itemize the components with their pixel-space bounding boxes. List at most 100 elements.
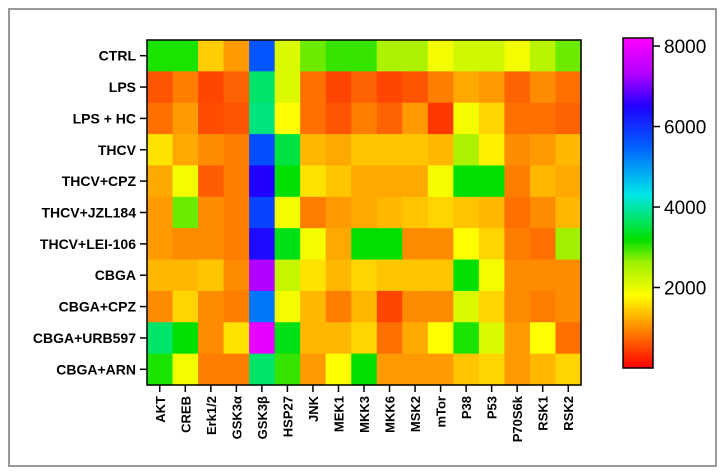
heatmap-cell <box>172 71 199 104</box>
heatmap-cell <box>351 290 378 323</box>
heatmap-cell <box>453 196 480 229</box>
heatmap-cell <box>478 322 506 355</box>
x-axis: AKT CREB Erk1/2 GSK3α GSK3β HSP27 JNK MEK1 MKK3 M… <box>153 385 576 442</box>
x-tick-label: JNK <box>306 395 321 422</box>
heatmap-cell <box>147 134 174 167</box>
heatmap-cell <box>504 228 531 261</box>
heatmap-cell <box>453 134 480 167</box>
heatmap-cell <box>351 102 378 135</box>
heatmap-cell <box>249 40 276 72</box>
heatmap-cell <box>478 228 506 261</box>
heatmap-cell <box>478 259 506 292</box>
y-tick-label: LPS <box>109 79 136 95</box>
heatmap-cell <box>325 102 352 135</box>
heatmap-cell <box>325 71 352 104</box>
heatmap-cell <box>147 290 174 323</box>
heatmap-cell <box>198 259 225 292</box>
y-tick-label: THCV+JZL184 <box>41 205 136 221</box>
colorbar-tick-label: 4000 <box>664 198 706 219</box>
x-tick-label: GSK3β <box>255 396 270 439</box>
heatmap-cell <box>453 165 480 198</box>
heatmap-cell <box>351 228 378 261</box>
heatmap-cell <box>172 353 199 386</box>
heatmap-cell <box>402 196 429 229</box>
y-tick-label: CBGA <box>95 267 136 283</box>
heatmap-cell <box>300 102 327 135</box>
heatmap-cell <box>427 228 454 261</box>
x-tick-label: Erk1/2 <box>204 396 219 435</box>
heatmap-cell <box>198 40 225 72</box>
y-tick-label: LPS + HC <box>73 110 136 126</box>
heatmap-cell <box>172 134 199 167</box>
heatmap-cell <box>172 40 199 72</box>
heatmap-cell <box>300 259 327 292</box>
heatmap-cell <box>198 322 225 355</box>
heatmap-cell <box>529 196 557 229</box>
heatmap-cell <box>147 353 174 386</box>
heatmap-cell <box>198 102 225 135</box>
heatmap-cell <box>478 165 506 198</box>
heatmap-cell <box>223 322 250 355</box>
heatmap-cell <box>529 259 557 292</box>
heatmap-cell <box>427 196 454 229</box>
heatmap-cell <box>555 322 582 355</box>
x-tick-label: P70S6k <box>510 395 525 442</box>
heatmap-cell <box>274 40 301 72</box>
heatmap-cell <box>172 196 199 229</box>
heatmap-cell <box>376 259 403 292</box>
heatmap-cells <box>147 40 582 386</box>
heatmap-cell <box>453 290 480 323</box>
heatmap-cell <box>198 353 225 386</box>
x-tick-label: AKT <box>153 396 168 423</box>
heatmap-cell <box>504 71 531 104</box>
heatmap-cell <box>223 165 250 198</box>
heatmap-cell <box>147 259 174 292</box>
heatmap-cell <box>325 290 352 323</box>
heatmap-cell <box>249 322 276 355</box>
heatmap-cell <box>504 259 531 292</box>
x-tick-label: P53 <box>485 396 500 419</box>
heatmap-cell <box>172 228 199 261</box>
heatmap-cell <box>223 102 250 135</box>
heatmap-cell <box>325 134 352 167</box>
heatmap-cell <box>504 290 531 323</box>
heatmap-cell <box>402 228 429 261</box>
heatmap-cell <box>249 196 276 229</box>
heatmap-cell <box>453 353 480 386</box>
heatmap-cell <box>249 71 276 104</box>
heatmap-cell <box>504 134 531 167</box>
heatmap-cell <box>427 259 454 292</box>
heatmap-cell <box>172 322 199 355</box>
heatmap-cell <box>300 228 327 261</box>
x-tick-label: CREB <box>178 396 193 433</box>
heatmap-cell <box>402 165 429 198</box>
colorbar-tick-label: 8000 <box>664 37 706 58</box>
heatmap-cell <box>300 322 327 355</box>
heatmap-cell <box>453 40 480 72</box>
heatmap-cell <box>147 322 174 355</box>
heatmap-cell <box>504 353 531 386</box>
heatmap-cell <box>453 71 480 104</box>
heatmap-cell <box>427 322 454 355</box>
heatmap-cell <box>555 102 582 135</box>
heatmap-cell <box>376 71 403 104</box>
heatmap-cell <box>249 102 276 135</box>
heatmap-cell <box>478 40 506 72</box>
heatmap-cell <box>198 196 225 229</box>
x-tick-label: MSK2 <box>408 396 423 432</box>
heatmap-cell <box>529 290 557 323</box>
heatmap-cell <box>555 228 582 261</box>
heatmap-cell <box>300 71 327 104</box>
heatmap-cell <box>274 259 301 292</box>
x-tick-label: RSK1 <box>536 396 551 431</box>
heatmap-cell <box>478 71 506 104</box>
heatmap-cell <box>172 259 199 292</box>
heatmap-cell <box>504 196 531 229</box>
heatmap-cell <box>504 102 531 135</box>
heatmap-cell <box>376 322 403 355</box>
heatmap-cell <box>376 40 403 72</box>
y-tick-label: THCV <box>98 142 137 158</box>
colorbar: 2000 4000 6000 8000 <box>622 37 706 369</box>
heatmap-cell <box>249 353 276 386</box>
